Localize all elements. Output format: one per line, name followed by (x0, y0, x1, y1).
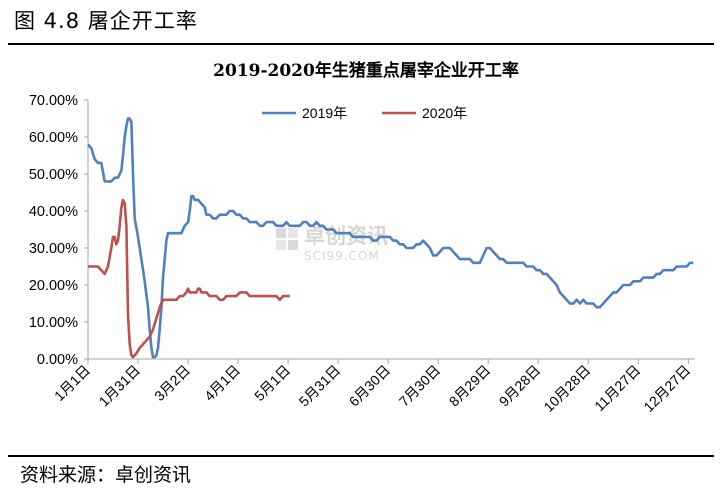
bottom-rule (8, 455, 714, 457)
legend-label: 2019年 (302, 105, 347, 121)
watermark-en: SCI99.COM (304, 249, 380, 263)
x-tick-label: 9月28日 (496, 362, 544, 410)
watermark-cn: 卓创资讯 (304, 224, 388, 248)
y-tick-label: 0.00% (37, 352, 78, 368)
y-tick-label: 50.00% (29, 167, 78, 183)
watermark-logo-square (288, 240, 298, 250)
x-tick-label: 10月28日 (540, 362, 593, 415)
line-chart: 2019-2020年生猪重点屠宰企业开工率 卓创资讯 SCI99.COM 0.0… (29, 60, 695, 415)
x-axis-ticks: 1月1日 1月31日 3月2日 4月1日 5月1日 5月31日 6月30日 7月30日 8月29… (51, 359, 693, 415)
chart-title: 2019-2020年生猪重点屠宰企业开工率 (213, 60, 519, 81)
figure-label: 图 4.8 屠企开工率 (14, 9, 198, 33)
x-tick-label: 12月27日 (640, 362, 693, 415)
series-line-2020 (88, 198, 290, 359)
series-line-2019 (87, 117, 694, 359)
x-tick-label: 1月1日 (51, 362, 93, 404)
axes (87, 100, 695, 360)
watermark: 卓创资讯 SCI99.COM (276, 224, 388, 263)
legend: 2019年 2020年 (262, 105, 467, 121)
series-layer (87, 117, 694, 359)
y-axis-ticks: 0.00% 10.00% 20.00% 30.00% 40.00% 50.00% 60.00… (29, 93, 88, 368)
y-tick-label: 30.00% (29, 241, 78, 257)
top-rule (8, 43, 714, 45)
x-tick-label: 5月31日 (296, 362, 344, 410)
x-tick-label: 8月29日 (446, 362, 494, 410)
legend-label: 2020年 (422, 105, 467, 121)
x-tick-label: 1月31日 (96, 362, 144, 410)
x-tick-label: 5月1日 (251, 362, 293, 404)
x-tick-label: 4月1日 (201, 362, 243, 404)
x-tick-label: 3月2日 (151, 362, 193, 404)
x-tick-label: 6月30日 (346, 362, 394, 410)
source-note: 资料来源：卓创资讯 (20, 464, 192, 486)
watermark-logo-square (276, 240, 286, 250)
y-tick-label: 10.00% (29, 315, 78, 331)
x-tick-label: 7月30日 (396, 362, 444, 410)
y-tick-label: 20.00% (29, 278, 78, 294)
watermark-logo-square (276, 228, 286, 238)
y-tick-label: 60.00% (29, 130, 78, 146)
watermark-logo-square (288, 228, 298, 238)
x-tick-label: 11月27日 (591, 362, 643, 414)
y-tick-label: 70.00% (29, 93, 78, 109)
y-tick-label: 40.00% (29, 204, 78, 220)
